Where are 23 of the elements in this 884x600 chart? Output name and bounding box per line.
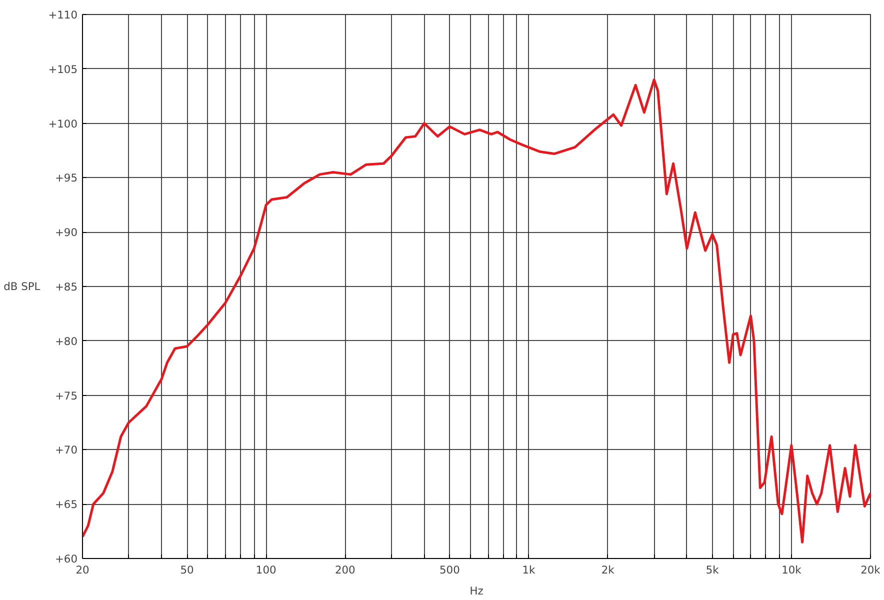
x-tick-label: 50	[180, 564, 194, 576]
x-tick-label: 2k	[601, 564, 616, 576]
y-tick-label: +90	[55, 226, 78, 240]
x-axis-title: Hz	[470, 584, 484, 598]
x-tick-label: 20k	[860, 564, 882, 576]
y-tick-label: +80	[55, 334, 78, 348]
y-tick-label: +60	[55, 552, 78, 566]
x-tick-label: 10k	[782, 564, 802, 576]
x-tick-label: 100	[256, 564, 276, 576]
y-tick-label: +105	[48, 62, 78, 76]
y-tick-label: +65	[55, 498, 78, 512]
y-axis-title: dB SPL	[4, 280, 40, 293]
y-tick-label: +95	[55, 172, 78, 185]
y-tick-label: +75	[55, 389, 78, 402]
y-tick-label: +85	[55, 280, 78, 294]
x-tick-label: 500	[440, 564, 460, 576]
x-tick-label: 5k	[706, 564, 720, 576]
x-tick-label: 20	[76, 564, 90, 576]
y-tick-label: +70	[55, 444, 78, 457]
x-tick-label: 200	[334, 564, 356, 576]
y-tick-label: +110	[48, 8, 78, 22]
y-tick-label: +100	[48, 117, 78, 130]
x-tick-label: 1k	[522, 564, 536, 576]
